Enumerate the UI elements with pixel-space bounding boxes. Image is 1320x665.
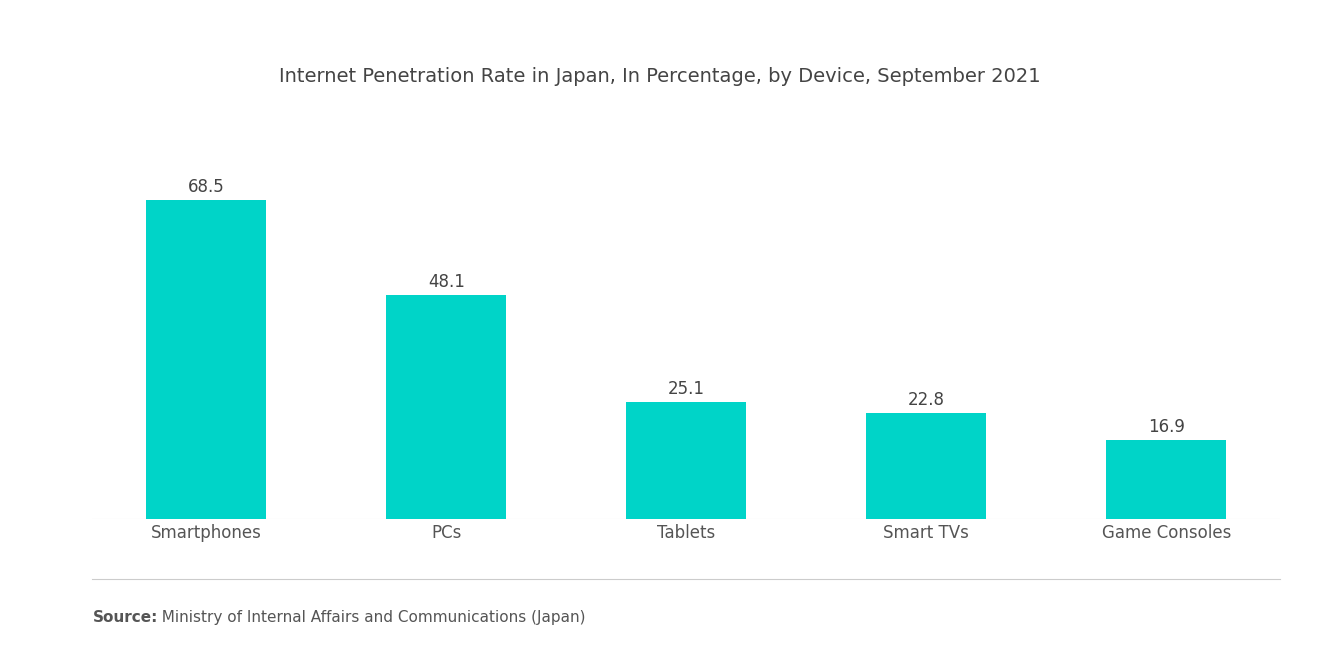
Bar: [1106, 440, 1226, 519]
Text: 25.1: 25.1: [668, 380, 705, 398]
Text: 16.9: 16.9: [1148, 418, 1185, 436]
Text: Source:: Source:: [92, 610, 158, 625]
Text: 48.1: 48.1: [428, 273, 465, 291]
Bar: [627, 402, 746, 519]
Bar: [147, 200, 267, 519]
Bar: [387, 295, 507, 519]
Text: Internet Penetration Rate in Japan, In Percentage, by Device, September 2021: Internet Penetration Rate in Japan, In P…: [280, 66, 1040, 86]
Text: Ministry of Internal Affairs and Communications (Japan): Ministry of Internal Affairs and Communi…: [152, 610, 585, 625]
Text: 68.5: 68.5: [187, 178, 224, 196]
Text: 22.8: 22.8: [908, 391, 945, 409]
Bar: [866, 412, 986, 519]
